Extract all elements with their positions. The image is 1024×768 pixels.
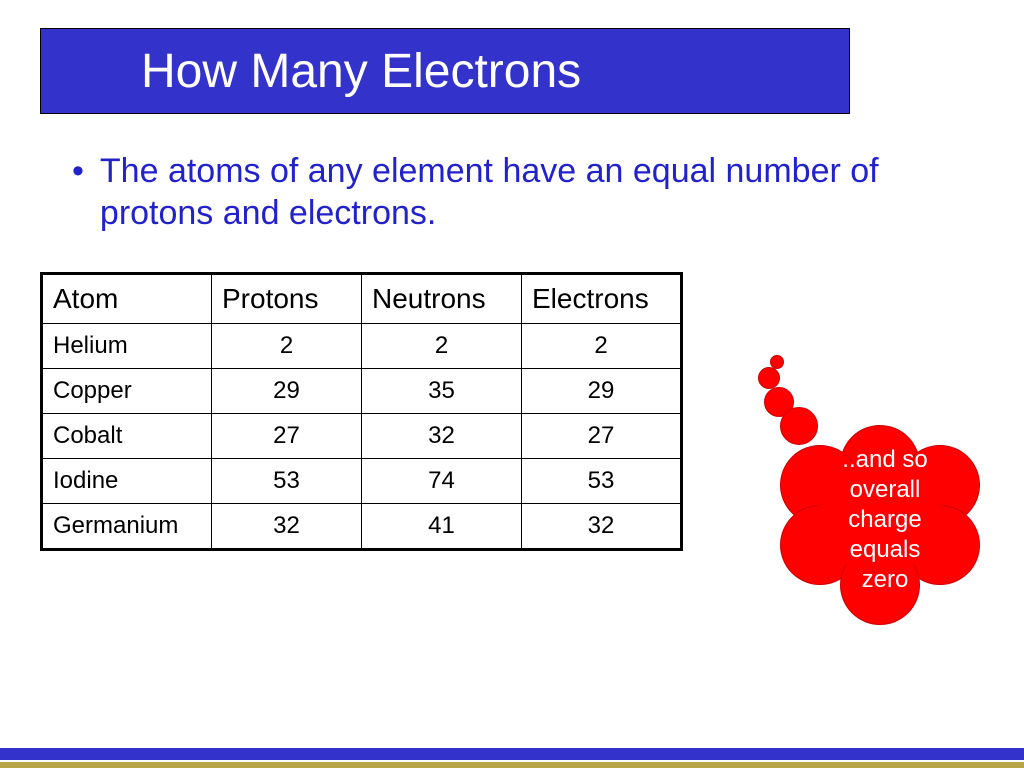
page-title: How Many Electrons bbox=[141, 44, 581, 99]
table-header-row: Atom Protons Neutrons Electrons bbox=[42, 274, 682, 324]
cell-neutrons: 32 bbox=[362, 414, 522, 459]
bullet-text: The atoms of any element have an equal n… bbox=[100, 150, 952, 234]
cloud-line: ..and so bbox=[842, 445, 927, 475]
thought-cloud: ..and so overall charge equals zero bbox=[740, 355, 1000, 635]
bullet-dot-icon: • bbox=[72, 150, 84, 192]
cloud-line: charge bbox=[848, 505, 921, 535]
atoms-table: Atom Protons Neutrons Electrons Helium 2… bbox=[40, 272, 683, 551]
cell-protons: 2 bbox=[212, 324, 362, 369]
cell-electrons: 29 bbox=[522, 369, 682, 414]
cell-neutrons: 35 bbox=[362, 369, 522, 414]
col-neutrons: Neutrons bbox=[362, 274, 522, 324]
cloud-line: overall bbox=[850, 475, 921, 505]
cell-electrons: 27 bbox=[522, 414, 682, 459]
col-protons: Protons bbox=[212, 274, 362, 324]
cell-atom: Helium bbox=[42, 324, 212, 369]
cell-electrons: 2 bbox=[522, 324, 682, 369]
col-atom: Atom bbox=[42, 274, 212, 324]
cell-protons: 27 bbox=[212, 414, 362, 459]
cloud-trail-icon bbox=[758, 367, 780, 389]
table-row: Iodine 53 74 53 bbox=[42, 459, 682, 504]
cell-neutrons: 2 bbox=[362, 324, 522, 369]
cell-protons: 32 bbox=[212, 504, 362, 550]
cell-neutrons: 74 bbox=[362, 459, 522, 504]
cell-atom: Copper bbox=[42, 369, 212, 414]
bullet-row: • The atoms of any element have an equal… bbox=[72, 150, 952, 234]
title-bar: How Many Electrons bbox=[40, 28, 850, 114]
cell-atom: Iodine bbox=[42, 459, 212, 504]
bullet-block: • The atoms of any element have an equal… bbox=[72, 150, 952, 234]
footer-accent-bar bbox=[0, 762, 1024, 768]
cell-atom: Cobalt bbox=[42, 414, 212, 459]
cell-neutrons: 41 bbox=[362, 504, 522, 550]
cell-atom: Germanium bbox=[42, 504, 212, 550]
cell-protons: 29 bbox=[212, 369, 362, 414]
cloud-line: zero bbox=[862, 565, 909, 595]
table-row: Helium 2 2 2 bbox=[42, 324, 682, 369]
cell-electrons: 32 bbox=[522, 504, 682, 550]
table-row: Copper 29 35 29 bbox=[42, 369, 682, 414]
cloud-line: equals bbox=[850, 535, 921, 565]
cell-protons: 53 bbox=[212, 459, 362, 504]
cloud-text: ..and so overall charge equals zero bbox=[800, 435, 970, 605]
footer-bar bbox=[0, 748, 1024, 760]
table-row: Cobalt 27 32 27 bbox=[42, 414, 682, 459]
table-row: Germanium 32 41 32 bbox=[42, 504, 682, 550]
cell-electrons: 53 bbox=[522, 459, 682, 504]
col-electrons: Electrons bbox=[522, 274, 682, 324]
